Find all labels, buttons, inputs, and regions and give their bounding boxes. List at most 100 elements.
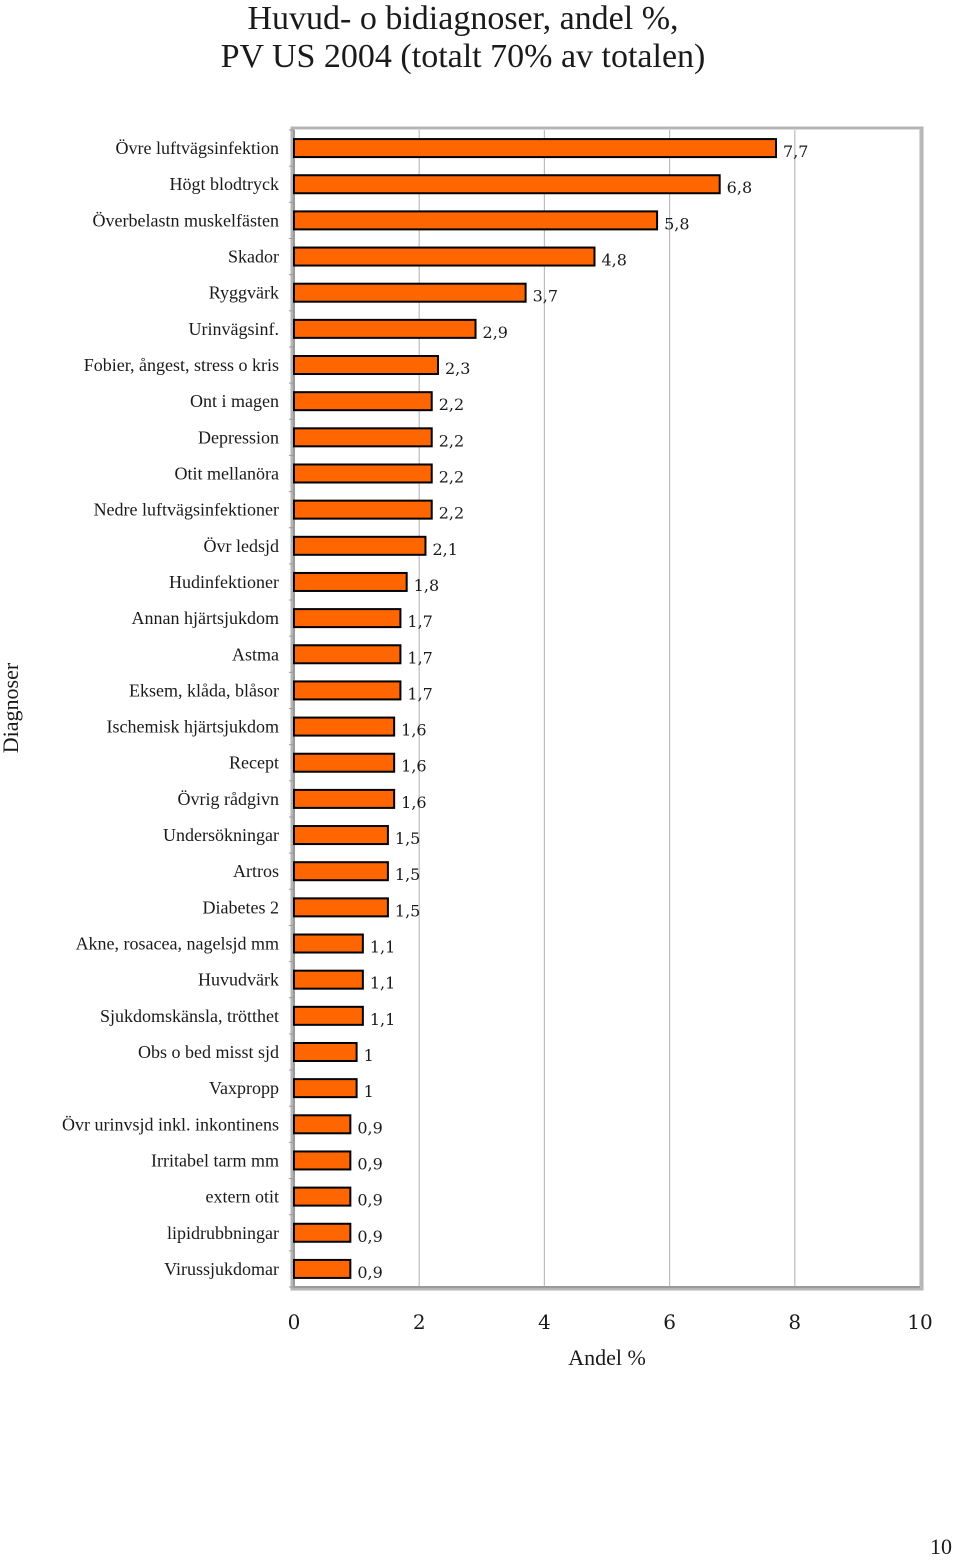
category-label-14: Astma (232, 644, 279, 664)
category-label-15: Eksem, klåda, blåsor (129, 680, 279, 700)
value-label-19: 1,5 (395, 829, 420, 848)
category-label-12: Hudinfektioner (169, 572, 279, 592)
value-label-28: 0,9 (357, 1154, 382, 1173)
bar-4 (293, 282, 527, 303)
category-label-25: Obs o bed misst sjd (138, 1042, 279, 1062)
value-label-20: 1,5 (395, 865, 420, 884)
chart-title: Huvud- o bidiagnoser, andel %, PV US 200… (0, 0, 926, 76)
category-label-6: Fobier, ångest, stress o kris (84, 355, 279, 375)
category-label-2: Överbelastn muskelfästen (93, 210, 279, 230)
chart-title-line-2: PV US 2004 (totalt 70% av totalen) (220, 38, 706, 75)
value-label-10: 2,2 (439, 504, 464, 523)
value-label-27: 0,9 (357, 1118, 382, 1137)
category-label-17: Recept (229, 753, 279, 773)
category-label-16: Ischemisk hjärtsjukdom (107, 717, 279, 737)
category-label-8: Depression (198, 427, 279, 447)
category-label-11: Övr ledsjd (204, 536, 280, 556)
category-label-22: Akne, rosacea, nagelsjd mm (76, 934, 279, 954)
bar-14 (293, 644, 402, 665)
x-tick-label-6: 6 (663, 1310, 676, 1334)
bar-2 (293, 210, 659, 231)
value-label-7: 2,2 (439, 395, 464, 414)
bar-25 (293, 1041, 358, 1062)
category-label-26: Vaxpropp (209, 1078, 279, 1098)
bar-15 (293, 680, 402, 701)
value-label-18: 1,6 (401, 793, 426, 812)
bar-30 (293, 1222, 352, 1243)
bar-27 (293, 1114, 352, 1135)
category-label-21: Diabetes 2 (203, 897, 279, 917)
value-label-30: 0,9 (357, 1227, 382, 1246)
bar-22 (293, 933, 364, 954)
category-label-13: Annan hjärtsjukdom (132, 608, 279, 628)
value-label-1: 6,8 (727, 178, 752, 197)
x-tick-label-0: 0 (288, 1310, 301, 1334)
bar-21 (293, 897, 389, 918)
value-label-2: 5,8 (664, 214, 689, 233)
bar-26 (293, 1078, 358, 1099)
value-label-14: 1,7 (407, 648, 432, 667)
bar-12 (293, 571, 408, 592)
value-label-8: 2,2 (439, 431, 464, 450)
category-label-31: Virussjukdomar (164, 1259, 279, 1279)
bar-6 (293, 355, 439, 376)
category-label-7: Ont i magen (190, 391, 279, 411)
bar-18 (293, 788, 396, 809)
category-label-20: Artros (233, 861, 279, 881)
bar-13 (293, 608, 402, 629)
value-label-11: 2,1 (432, 540, 457, 559)
bar-10 (293, 499, 433, 520)
category-label-23: Huvudvärk (198, 970, 279, 990)
value-label-22: 1,1 (370, 938, 395, 957)
value-label-9: 2,2 (439, 467, 464, 486)
category-label-9: Otit mellanöra (175, 463, 279, 483)
bar-11 (293, 535, 427, 556)
value-label-26: 1 (364, 1082, 374, 1101)
category-label-27: Övr urinvsjd inkl. inkontinens (62, 1114, 279, 1134)
bar-24 (293, 1005, 364, 1026)
value-label-16: 1,6 (401, 721, 426, 740)
bar-29 (293, 1186, 352, 1207)
category-label-5: Urinvägsinf. (189, 319, 279, 339)
bar-20 (293, 861, 389, 882)
bar-16 (293, 716, 396, 737)
value-label-23: 1,1 (370, 974, 395, 993)
value-label-3: 4,8 (601, 251, 626, 270)
bar-3 (293, 246, 596, 267)
x-tick-label-4: 4 (538, 1310, 551, 1334)
value-label-29: 0,9 (357, 1191, 382, 1210)
value-label-15: 1,7 (407, 684, 432, 703)
bar-31 (293, 1258, 352, 1279)
category-label-28: Irritabel tarm mm (151, 1150, 279, 1170)
value-label-25: 1 (364, 1046, 374, 1065)
value-label-24: 1,1 (370, 1010, 395, 1029)
bar-23 (293, 969, 364, 990)
value-label-21: 1,5 (395, 901, 420, 920)
value-label-4: 3,7 (533, 287, 558, 306)
category-label-18: Övrig rådgivn (178, 789, 279, 809)
category-label-29: extern otit (206, 1187, 279, 1207)
bar-9 (293, 463, 433, 484)
bar-19 (293, 825, 389, 846)
bar-7 (293, 391, 433, 412)
bar-8 (293, 427, 433, 448)
value-label-12: 1,8 (414, 576, 439, 595)
category-label-10: Nedre luftvägsinfektioner (94, 500, 279, 520)
value-label-5: 2,9 (483, 323, 508, 342)
category-label-3: Skador (228, 247, 279, 267)
category-label-0: Övre luftvägsinfektion (116, 138, 279, 158)
value-label-0: 7,7 (783, 142, 808, 161)
value-label-31: 0,9 (357, 1263, 382, 1282)
category-label-4: Ryggvärk (209, 283, 279, 303)
bar-17 (293, 752, 396, 773)
bar-1 (293, 174, 721, 195)
category-label-30: lipidrubbningar (167, 1223, 279, 1243)
x-axis-title: Andel % (568, 1345, 646, 1370)
category-label-1: Högt blodtryck (170, 174, 280, 194)
value-label-17: 1,6 (401, 757, 426, 776)
value-label-6: 2,3 (445, 359, 470, 378)
chart-title-line-1: Huvud- o bidiagnoser, andel %, (247, 0, 679, 37)
x-tick-label-8: 8 (788, 1310, 801, 1334)
bar-5 (293, 318, 477, 339)
